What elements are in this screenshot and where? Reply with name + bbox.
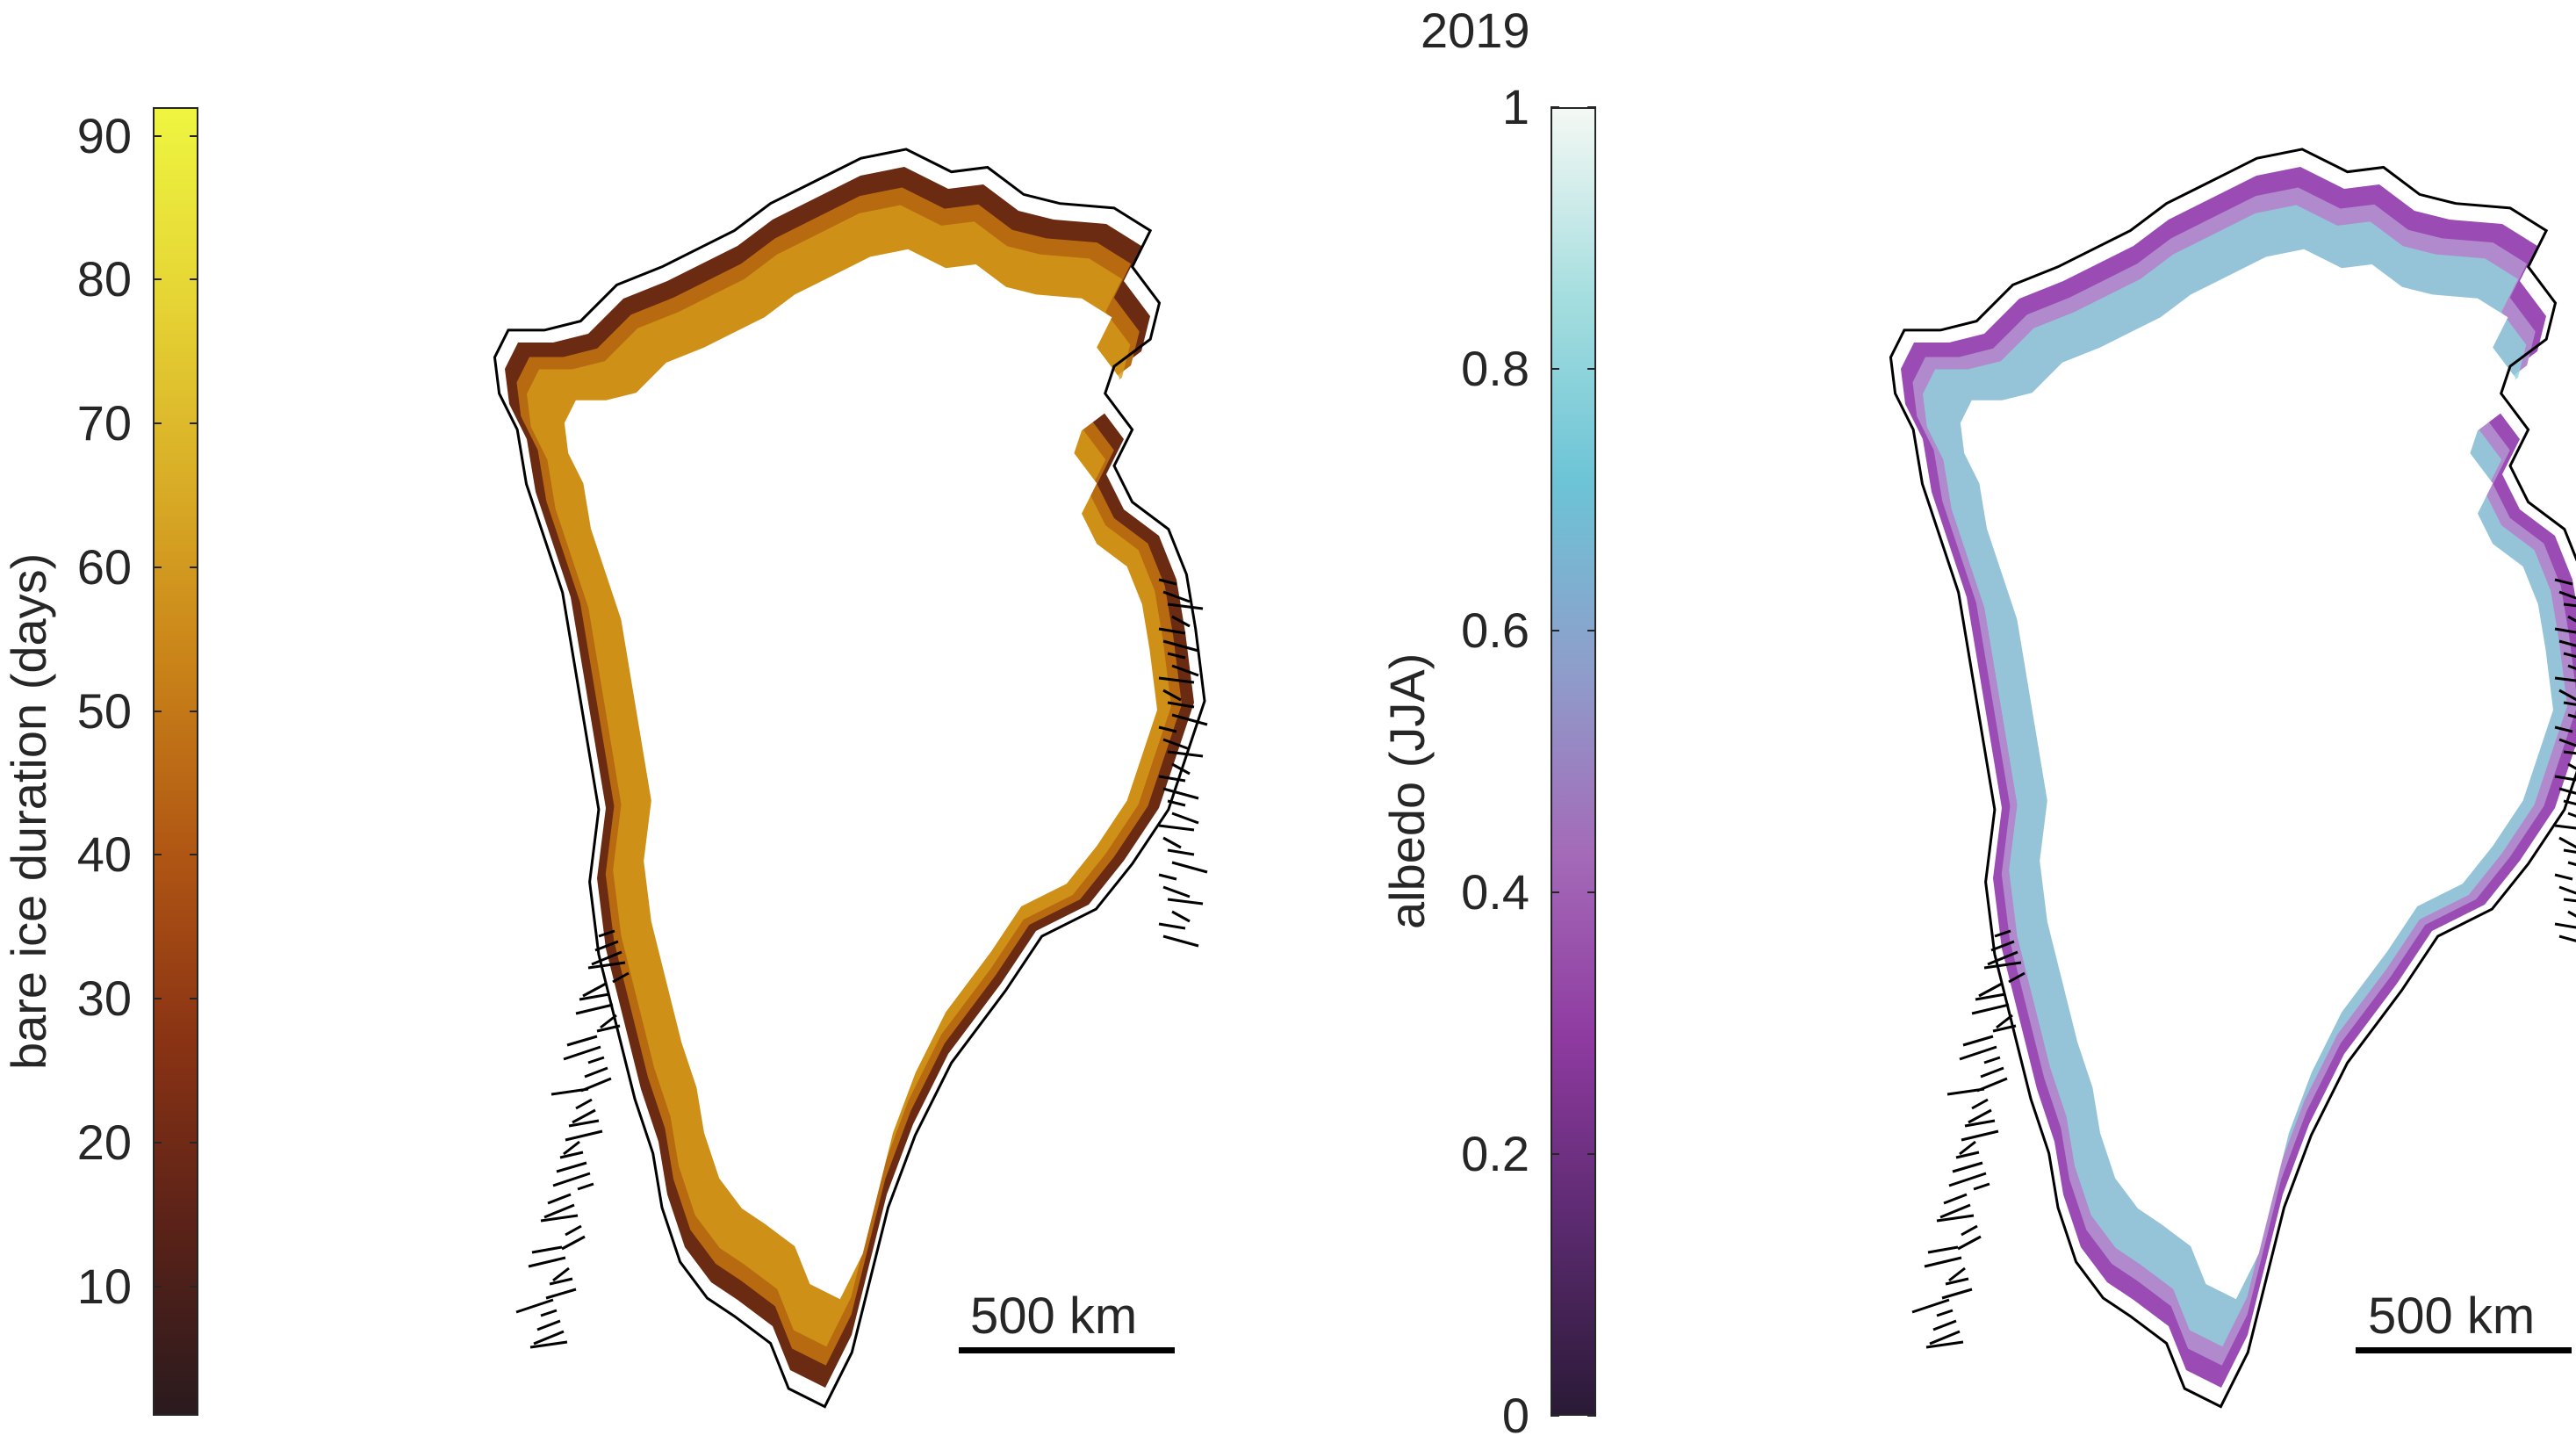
albedo-tick-mark (1551, 1415, 1559, 1417)
albedo-tick-mark (1551, 630, 1559, 631)
bare-ice-tick-20: 20 (76, 1114, 132, 1170)
bare-ice-tick-mark (190, 422, 198, 425)
bare-ice-tick-mark (190, 854, 198, 856)
bare-ice-tick-50: 50 (76, 682, 132, 739)
greenland-albedo-map (1889, 148, 2576, 1409)
right-map-coastline (1889, 148, 2576, 1409)
bare-ice-tick-mark (190, 134, 198, 137)
albedo-tick-mark (1551, 106, 1559, 108)
bare-ice-duration-colorbar (153, 107, 198, 1416)
bare-ice-tick-mark (190, 278, 198, 281)
albedo-tick-0-8: 0.8 (1461, 341, 1529, 396)
right-map-interior-ice (1960, 249, 2553, 1300)
albedo-colorbar (1551, 107, 1596, 1416)
bare-ice-tick-mark (153, 134, 162, 137)
bare-ice-colorbar-label: bare ice duration (days) (1, 552, 56, 1070)
right-map-fjords (1911, 578, 2576, 1349)
albedo-tick-mark (1587, 891, 1596, 893)
bare-ice-tick-mark (190, 710, 198, 712)
left-map-interior-ice (564, 249, 1157, 1300)
bare-ice-tick-mark (190, 1285, 198, 1288)
figure-title: 2019 (1421, 3, 1530, 58)
scale-bar-label-right: 500 km (2368, 1288, 2536, 1345)
albedo-tick-0-4: 0.4 (1461, 864, 1529, 920)
albedo-tick-0-6: 0.6 (1461, 602, 1529, 658)
albedo-tick-mark (1587, 368, 1596, 370)
bare-ice-tick-10: 10 (76, 1258, 132, 1314)
bare-ice-tick-70: 70 (76, 395, 132, 451)
left-map-fjords (515, 578, 1208, 1349)
bare-ice-tick-mark (153, 998, 162, 1000)
albedo-tick-mark (1551, 891, 1559, 893)
albedo-tick-mark (1551, 1153, 1559, 1155)
left-map-coastline (493, 148, 1206, 1409)
bare-ice-tick-mark (153, 422, 162, 425)
bare-ice-tick-60: 60 (76, 538, 132, 595)
bare-ice-tick-mark (190, 1141, 198, 1144)
bare-ice-tick-mark (153, 1285, 162, 1288)
albedo-tick-1: 1 (1501, 79, 1529, 134)
albedo-tick-0-2: 0.2 (1461, 1126, 1529, 1181)
albedo-tick-mark (1551, 368, 1559, 370)
scale-bar-right (2356, 1347, 2572, 1353)
albedo-tick-0: 0 (1501, 1388, 1529, 1443)
bare-ice-tick-30: 30 (76, 970, 132, 1027)
bare-ice-tick-mark (153, 566, 162, 568)
albedo-tick-mark (1587, 1415, 1596, 1417)
albedo-colorbar-label: albedo (JJA) (1379, 653, 1435, 929)
albedo-tick-mark (1587, 630, 1596, 631)
bare-ice-tick-mark (153, 710, 162, 712)
bare-ice-tick-80: 80 (76, 251, 132, 307)
bare-ice-tick-mark (190, 566, 198, 568)
bare-ice-tick-mark (153, 1141, 162, 1144)
bare-ice-tick-mark (153, 854, 162, 856)
bare-ice-tick-mark (190, 998, 198, 1000)
scale-bar-left (959, 1347, 1175, 1353)
bare-ice-tick-90: 90 (76, 107, 132, 163)
albedo-tick-mark (1587, 1153, 1596, 1155)
greenland-bare-ice-map (493, 148, 1208, 1409)
bare-ice-tick-mark (153, 278, 162, 281)
albedo-tick-mark (1587, 106, 1596, 108)
scale-bar-label-left: 500 km (970, 1288, 1138, 1345)
bare-ice-tick-40: 40 (76, 826, 132, 883)
